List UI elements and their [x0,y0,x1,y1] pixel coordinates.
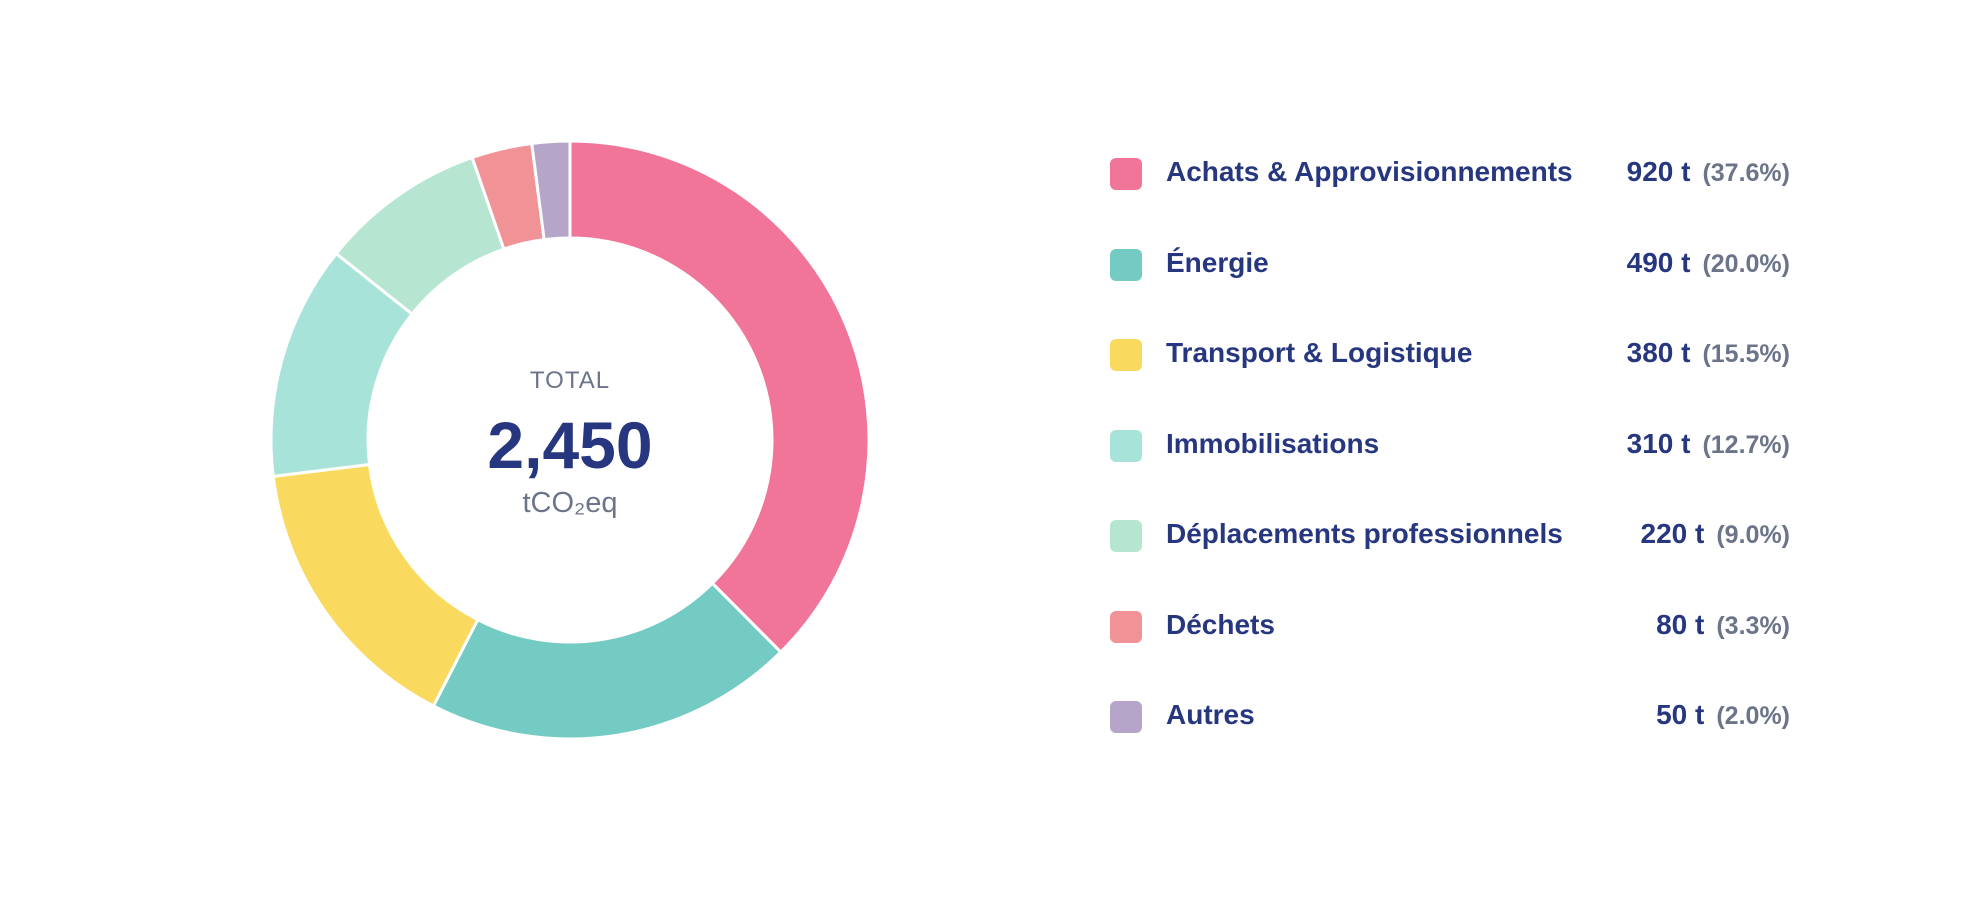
legend-percent: (3.3%) [1716,611,1790,640]
legend-item[interactable]: Déplacements professionnels 220 t (9.0%) [1110,510,1790,601]
legend-value: 80 t [1656,608,1705,640]
legend: Achats & Approvisionnements 920 t (37.6%)… [1110,148,1790,782]
legend-value: 310 t [1626,427,1691,459]
legend-label: Immobilisations [1166,427,1380,459]
legend-swatch [1110,339,1142,371]
legend-item[interactable]: Immobilisations 310 t (12.7%) [1110,420,1790,511]
donut-slice[interactable] [431,581,783,740]
total-value: 2,450 [487,408,653,482]
legend-value: 490 t [1626,246,1691,278]
total-unit: tCO₂eq [522,487,618,519]
total-label: TOTAL [529,367,611,394]
donut-slice[interactable] [530,140,572,242]
legend-label: Transport & Logistique [1166,337,1473,368]
legend-value: 50 t [1656,699,1705,730]
donut-slices [270,140,870,740]
legend-percent: (2.0%) [1716,702,1790,730]
legend-item[interactable]: Autres 50 t (2.0%) [1110,691,1790,782]
legend-swatch [1110,248,1142,281]
legend-swatch [1110,610,1142,643]
legend-swatch [1110,520,1142,552]
legend-swatch [1110,701,1142,733]
legend-item[interactable]: Énergie 490 t (20.0%) [1110,239,1790,330]
legend-value: 380 t [1626,337,1691,368]
legend-label: Achats & Approvisionnements [1166,156,1573,187]
legend-item[interactable]: Achats & Approvisionnements 920 t (37.6%) [1110,148,1790,239]
legend-percent: (20.0%) [1702,249,1790,278]
legend-value: 220 t [1640,518,1705,549]
donut-slice[interactable] [568,140,870,654]
legend-percent: (37.6%) [1702,159,1790,187]
legend-value: 920 t [1626,156,1691,187]
legend-swatch [1110,158,1142,190]
legend-percent: (9.0%) [1716,521,1790,549]
legend-label: Énergie [1166,246,1269,278]
donut-chart [270,140,870,740]
legend-item[interactable]: Déchets 80 t (3.3%) [1110,601,1790,692]
legend-percent: (12.7%) [1702,430,1790,459]
legend-swatch [1110,429,1142,462]
legend-label: Déplacements professionnels [1166,518,1563,549]
legend-item[interactable]: Transport & Logistique 380 t (15.5%) [1110,329,1790,420]
legend-label: Déchets [1166,608,1275,640]
legend-percent: (15.5%) [1702,340,1790,368]
legend-label: Autres [1166,699,1255,730]
